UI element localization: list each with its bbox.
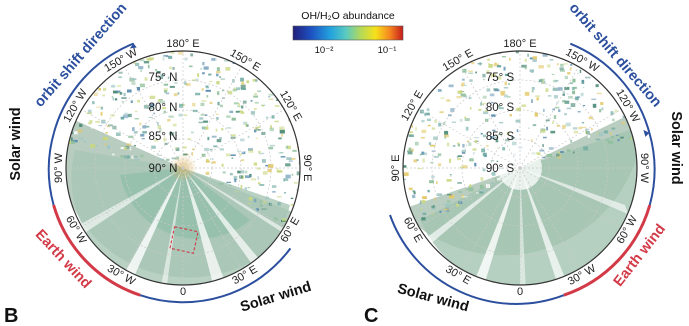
panel-c-lon-label: 150° E [441, 47, 476, 74]
panel-c-letter: C [364, 305, 378, 326]
panel-b-solar-wind-left-label: Solar wind [8, 107, 24, 180]
panel-c-orbit-arc [569, 42, 651, 134]
panel-b: 180° E 150° E 120° E 90° E 60° E 30° E 0… [4, 0, 313, 326]
panel-c-lon-label: 180° E [503, 38, 536, 50]
panel-b-outer-circle [65, 50, 301, 286]
panel-c-orbit-arrowhead [643, 129, 650, 137]
panel-b-orbit-arc [53, 42, 135, 133]
panel-b-lon-label: 0 [180, 286, 186, 298]
colorbar-title: OH/H₂O abundance [301, 10, 395, 22]
panel-b-highlight-box [169, 226, 199, 254]
panel-b-lon-label: 120° E [277, 89, 304, 124]
panel-c-lon-label: 150° W [563, 46, 601, 75]
panel-c-lat-label: 80° S [486, 102, 515, 114]
panel-b-grid [66, 51, 300, 285]
panel-b-lon-label: 90° W [53, 152, 65, 183]
panel-b-lat-label: 90° N [149, 163, 178, 175]
panel-b-latitude-labels: 75° N 80° N 85° N 90° N [149, 72, 178, 175]
panel-c: 180° E 150° W 120° W 90° W 60° W 30° W 0… [364, 0, 684, 326]
panel-b-lon-label: 90° E [301, 154, 313, 181]
panel-c-lat-label: 85° S [486, 131, 515, 143]
panel-c-lon-label: 90° E [390, 154, 402, 181]
colorbar-tick-high: 10⁻¹ [378, 45, 397, 56]
panel-b-lat-label: 80° N [149, 102, 178, 114]
panel-b-lon-label: 180° E [166, 38, 199, 50]
panel-b-letter: B [4, 305, 18, 326]
panel-c-earth-wind-arc [563, 204, 652, 297]
panel-b-solar-wind-arc [47, 131, 56, 206]
panel-c-data-map [403, 51, 637, 285]
panel-c-solar-wind-bottom-label: Solar wind [396, 281, 471, 315]
panel-c-lat-label: 75° S [486, 72, 515, 84]
colorbar-tick-low: 10⁻² [315, 45, 334, 56]
panel-b-solar-wind-bottom-arc [139, 247, 292, 304]
colorbar-gradient [292, 25, 404, 41]
panel-b-lat-label: 85° N [149, 131, 178, 143]
panel-c-grid [403, 51, 637, 285]
panel-c-solar-wind-bottom-arc [389, 214, 565, 305]
panel-c-solar-wind-arc [648, 132, 656, 206]
panel-c-solar-wind-right-label: Solar wind [668, 111, 684, 184]
panel-b-lat-label: 75° N [149, 72, 178, 84]
panel-b-data-map [66, 51, 300, 285]
panel-c-lat-label: 90° S [486, 163, 515, 175]
panel-b-earth-wind-arc [52, 204, 141, 297]
colorbar: OH/H₂O abundance 10⁻² 10⁻¹ [292, 10, 404, 56]
panel-c-lon-label: 90° W [638, 153, 650, 184]
panel-c-latitude-labels: 75° S 80° S 85° S 90° S [486, 72, 515, 175]
panel-c-lon-label: 120° E [399, 89, 426, 124]
panel-c-outer-circle [402, 50, 638, 286]
panel-b-lon-label: 150° E [228, 47, 263, 74]
panel-c-lon-label: 0 [517, 286, 523, 298]
panel-b-orbit-arrowhead [129, 43, 137, 49]
